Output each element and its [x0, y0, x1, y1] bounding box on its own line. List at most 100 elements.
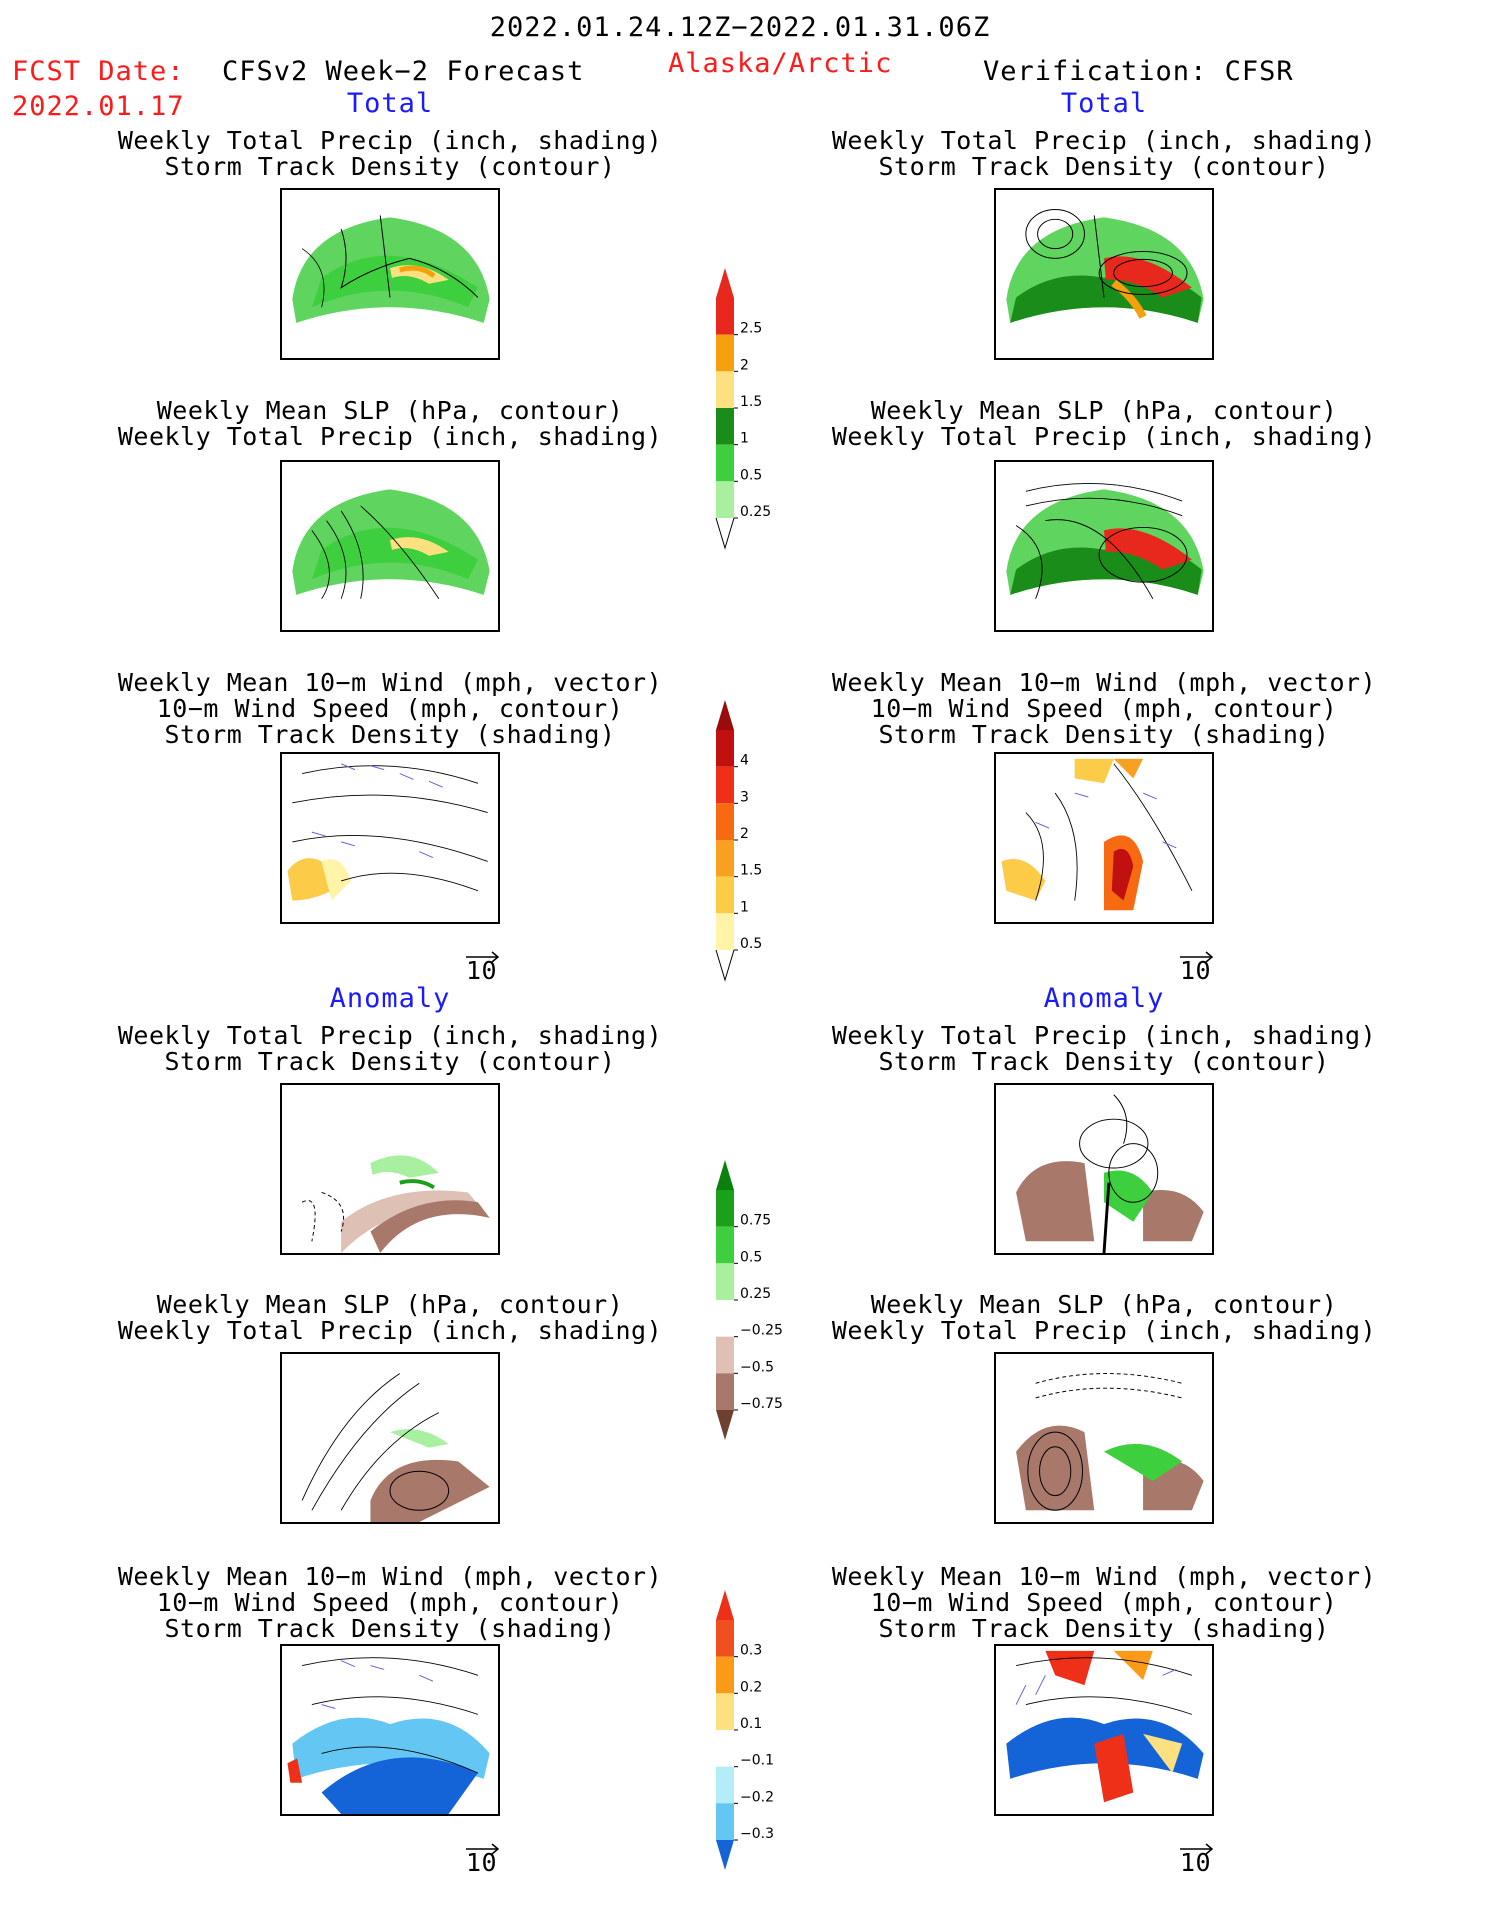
total-storm-density-swatch	[716, 913, 734, 950]
total-precip-label: 1	[740, 431, 749, 447]
total-storm-density-swatch	[716, 766, 734, 804]
anomaly-precip-label: −0.5	[740, 1359, 774, 1375]
total-storm-density-svg: 4 3 2 1.5 1 0.5	[715, 700, 762, 982]
anomaly-precip-swatch	[716, 1373, 734, 1410]
title-r3-line1: Weekly Mean 10−m Wind (mph, vector)	[831, 668, 1377, 697]
title-l4-line2: Storm Track Density (contour)	[164, 1047, 616, 1076]
title-r1-line1: Weekly Total Precip (inch, shading)	[831, 126, 1377, 155]
vector-ref-l6	[466, 1836, 502, 1861]
title-l5-line1: Weekly Mean SLP (hPa, contour)	[156, 1290, 624, 1319]
total-precip-label: 0.25	[740, 504, 771, 520]
title-r6-line3: Storm Track Density (shading)	[878, 1614, 1330, 1643]
section-anomaly-right: Anomaly	[1043, 983, 1165, 1014]
anomaly-storm-density-svg: 0.3 0.2 0.1 −0.1 −0.2 −0.3	[716, 1590, 774, 1870]
title-r2-line2: Weekly Total Precip (inch, shading)	[831, 422, 1377, 451]
title-l6-line1: Weekly Mean 10−m Wind (mph, vector)	[117, 1562, 663, 1591]
total-precip-swatch	[716, 371, 734, 408]
title-r5-line1: Weekly Mean SLP (hPa, contour)	[870, 1290, 1338, 1319]
map-wind-storm-verification	[994, 752, 1214, 924]
title-r5-line2: Weekly Total Precip (inch, shading)	[831, 1316, 1377, 1345]
colorbar-total-storm-density: 4 3 2 1.5 1 0.5	[715, 700, 786, 984]
anomaly-storm-density-swatch	[716, 1730, 734, 1767]
model-title: CFSv2 Week−2 Forecast	[222, 56, 585, 87]
anomaly-precip-bottom-arrow	[716, 1410, 734, 1440]
vector-ref-r3	[1180, 944, 1216, 969]
title-r3-line3: Storm Track Density (shading)	[878, 720, 1330, 749]
colorbar-anomaly-storm-density: 0.3 0.2 0.1 −0.1 −0.2 −0.3	[716, 1590, 786, 1874]
total-storm-density-swatch	[716, 840, 734, 877]
anomaly-precip-label: −0.75	[740, 1396, 783, 1412]
vector-ref-r6	[1180, 1836, 1216, 1861]
vector-ref-l6-value: 10	[466, 1848, 498, 1877]
title-r1-line2: Storm Track Density (contour)	[878, 152, 1330, 181]
title-l5-line2: Weekly Total Precip (inch, shading)	[117, 1316, 663, 1345]
vector-ref-r3-value: 10	[1180, 956, 1212, 985]
total-precip-label: 2	[740, 357, 749, 373]
anomaly-precip-label: 0.5	[740, 1249, 762, 1265]
total-precip-swatch	[716, 334, 734, 372]
total-storm-density-swatch	[716, 876, 734, 914]
anomaly-storm-density-label: −0.1	[740, 1753, 774, 1769]
total-precip-swatch	[716, 298, 734, 335]
map-total-precip-forecast	[280, 188, 500, 360]
total-precip-label: 2.5	[740, 321, 762, 337]
total-storm-density-bottom-arrow	[715, 949, 735, 982]
map-total-precip-verification	[994, 188, 1214, 360]
title-r6-line1: Weekly Mean 10−m Wind (mph, vector)	[831, 1562, 1377, 1591]
total-storm-density-label: 1	[740, 899, 749, 915]
title-r2-line1: Weekly Mean SLP (hPa, contour)	[870, 396, 1338, 425]
map-wind-storm-forecast	[280, 752, 500, 924]
anomaly-storm-density-swatch	[716, 1656, 734, 1694]
vector-ref-l3	[466, 944, 502, 969]
title-l1-line2: Storm Track Density (contour)	[164, 152, 616, 181]
total-precip-svg: 2.5 2 1.5 1 0.5 0.25	[715, 268, 771, 550]
anomaly-precip-swatch	[716, 1190, 734, 1227]
region-title: Alaska/Arctic	[668, 48, 893, 79]
total-precip-top-arrow	[716, 268, 734, 298]
anomaly-storm-density-swatch	[716, 1620, 734, 1657]
anomaly-storm-density-bottom-arrow	[716, 1840, 734, 1870]
total-storm-density-swatch	[716, 803, 734, 840]
map-anomaly-wind-verification	[994, 1644, 1214, 1816]
anomaly-storm-density-label: −0.3	[740, 1826, 774, 1842]
map-anomaly-slp-forecast	[280, 1352, 500, 1524]
anomaly-precip-label: −0.25	[740, 1323, 783, 1339]
total-precip-bottom-arrow	[715, 517, 735, 550]
title-l3-line3: Storm Track Density (shading)	[164, 720, 616, 749]
title-l3-line1: Weekly Mean 10−m Wind (mph, vector)	[117, 668, 663, 697]
map-anomaly-precip-verification	[994, 1083, 1214, 1255]
anomaly-precip-top-arrow	[716, 1160, 734, 1190]
anomaly-precip-swatch	[716, 1336, 734, 1374]
title-l2-line1: Weekly Mean SLP (hPa, contour)	[156, 396, 624, 425]
colorbar-anomaly-precip: 0.75 0.5 0.25 −0.25 −0.5 −0.75	[716, 1160, 786, 1444]
anomaly-precip-swatch	[716, 1263, 734, 1300]
title-l6-line3: Storm Track Density (shading)	[164, 1614, 616, 1643]
anomaly-precip-svg: 0.75 0.5 0.25 −0.25 −0.5 −0.75	[716, 1160, 783, 1440]
anomaly-storm-density-label: 0.1	[740, 1716, 762, 1732]
title-l2-line2: Weekly Total Precip (inch, shading)	[117, 422, 663, 451]
anomaly-storm-density-swatch	[716, 1693, 734, 1730]
anomaly-precip-label: 0.75	[740, 1213, 771, 1229]
total-storm-density-top-arrow	[716, 700, 734, 730]
map-anomaly-wind-forecast	[280, 1644, 500, 1816]
title-l1-line1: Weekly Total Precip (inch, shading)	[117, 126, 663, 155]
total-storm-density-label: 3	[740, 789, 749, 805]
total-precip-label: 0.5	[740, 467, 762, 483]
total-precip-label: 1.5	[740, 394, 762, 410]
section-total-right: Total	[1060, 88, 1148, 119]
vector-ref-l3-value: 10	[466, 956, 498, 985]
total-storm-density-label: 1.5	[740, 863, 762, 879]
title-l3-line2: 10−m Wind Speed (mph, contour)	[156, 694, 624, 723]
forecast-period: 2022.01.24.12Z−2022.01.31.06Z	[489, 12, 991, 43]
vector-ref-r6-value: 10	[1180, 1848, 1212, 1877]
title-r6-line2: 10−m Wind Speed (mph, contour)	[870, 1588, 1338, 1617]
anomaly-storm-density-label: 0.2	[740, 1679, 762, 1695]
total-storm-density-label: 0.5	[740, 936, 762, 952]
anomaly-precip-label: 0.25	[740, 1286, 771, 1302]
total-precip-swatch	[716, 408, 734, 445]
verification-title: Verification: CFSR	[983, 56, 1294, 87]
title-r3-line2: 10−m Wind Speed (mph, contour)	[870, 694, 1338, 723]
title-r4-line2: Storm Track Density (contour)	[878, 1047, 1330, 1076]
map-slp-precip-verification	[994, 460, 1214, 632]
total-storm-density-swatch	[716, 730, 734, 767]
